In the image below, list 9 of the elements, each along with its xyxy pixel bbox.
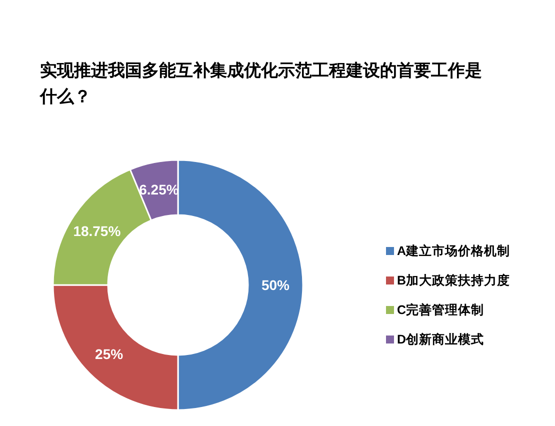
data-label: 25% bbox=[95, 346, 124, 362]
legend-label: D创新商业模式 bbox=[397, 332, 484, 346]
data-label: 50% bbox=[261, 277, 290, 293]
data-label: 18.75% bbox=[73, 222, 122, 239]
chart-title: 实现推进我国多能互补集成优化示范工程建设的首要工作是什么？ bbox=[40, 60, 483, 108]
legend-label: B加大政策扶持力度 bbox=[397, 272, 510, 288]
legend-label: C完善管理体制 bbox=[397, 302, 484, 317]
legend-label: A建立市场价格机制 bbox=[397, 243, 510, 258]
data-label: 6.25% bbox=[139, 181, 180, 198]
